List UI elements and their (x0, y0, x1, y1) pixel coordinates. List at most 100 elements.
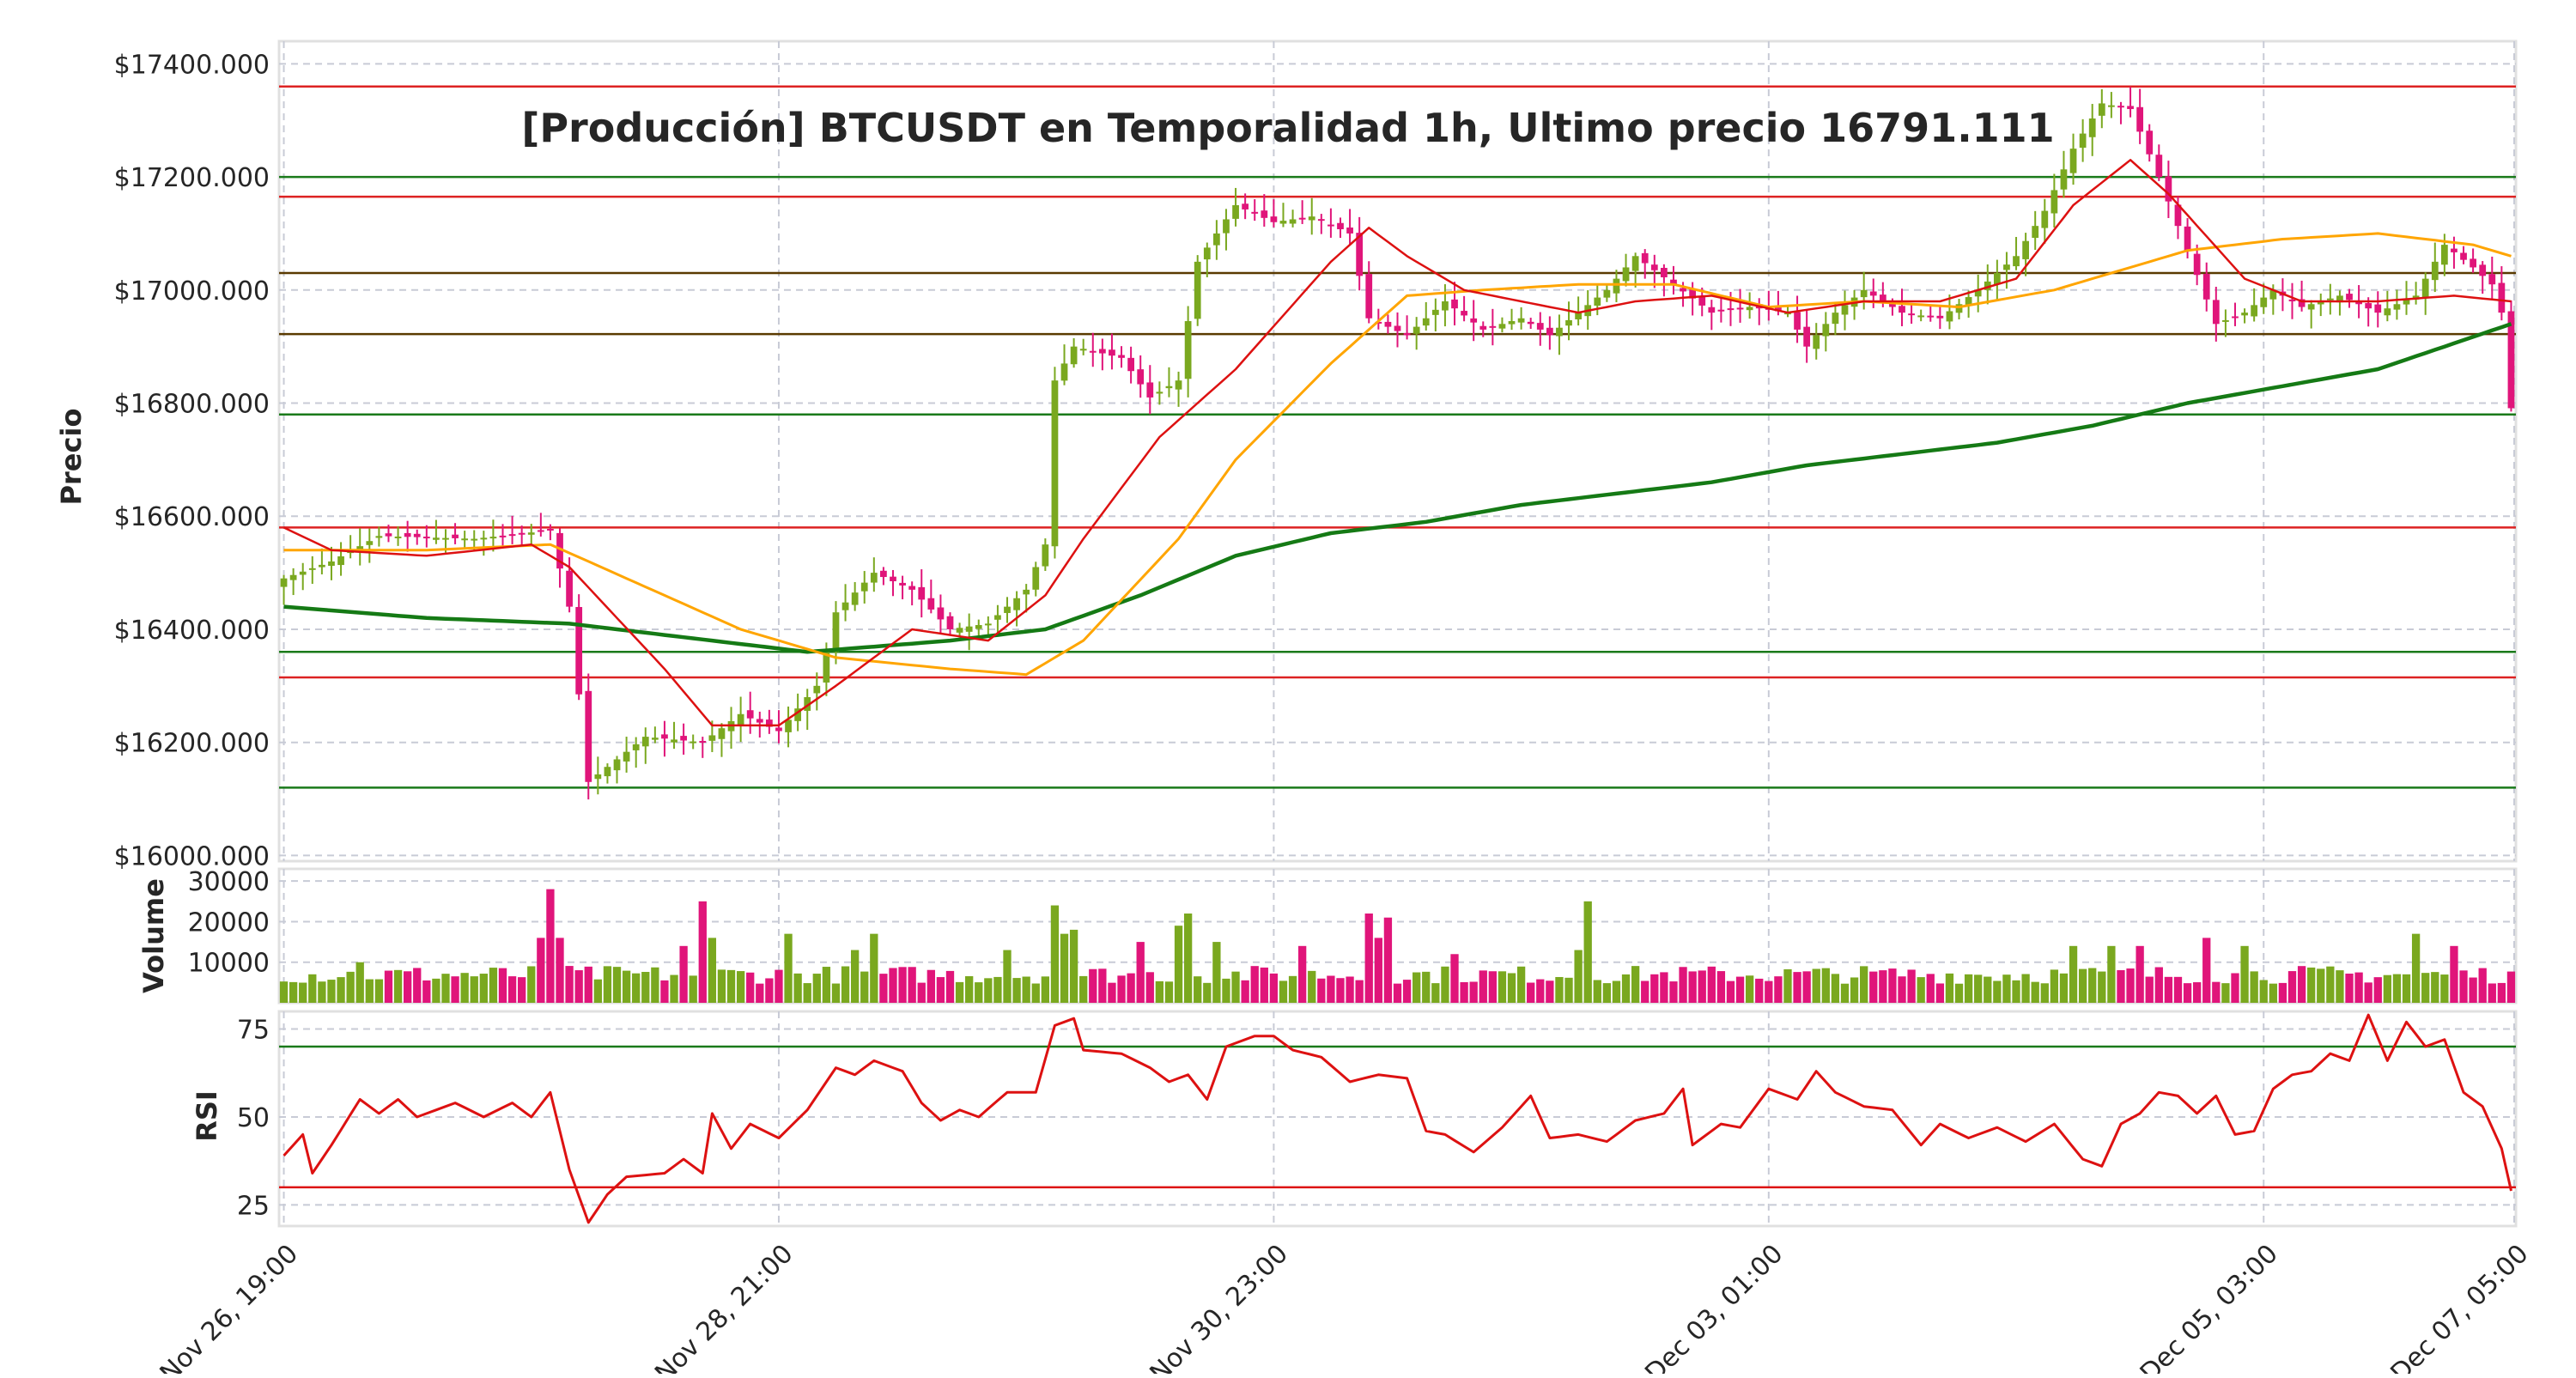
volume-bar (1935, 983, 1945, 1003)
volume-bar (1393, 983, 1402, 1003)
candle-body (1156, 392, 1163, 394)
volume-bar (2317, 968, 2325, 1003)
volume-bar (603, 966, 612, 1003)
candle-body (2421, 278, 2429, 299)
candle-body (1403, 332, 1411, 336)
volume-bar (1336, 978, 1345, 1003)
candle-body (1879, 294, 1886, 301)
volume-bar (1650, 974, 1659, 1003)
volume-bar (2221, 983, 2230, 1003)
candle-body (994, 615, 1001, 620)
candle-body (1908, 313, 1915, 316)
candle-body (1013, 598, 1020, 610)
volume-bar (1774, 976, 1783, 1003)
volume-bar (346, 971, 355, 1003)
volume-bar (1460, 981, 1468, 1003)
candle-body (1279, 221, 1287, 224)
candle-body (2317, 300, 2324, 305)
candle-body (508, 534, 516, 537)
volume-bar (1631, 966, 1640, 1003)
candle-body (1689, 289, 1697, 299)
ema-fast-line (283, 159, 2512, 727)
volume-bar (736, 971, 745, 1003)
volume-bar (860, 971, 869, 1003)
volume-bar (355, 962, 364, 1003)
y-tick-label: 20000 (188, 908, 270, 938)
volume-bar (2192, 982, 2202, 1003)
volume-bar (422, 980, 431, 1003)
candle-body (375, 536, 383, 538)
volume-bar (936, 977, 945, 1003)
candle-body (1736, 307, 1744, 310)
volume-bar (698, 901, 707, 1003)
y-tick-label: 10000 (188, 949, 270, 979)
candle-body (1232, 205, 1239, 219)
candle-body (556, 532, 563, 569)
candle-body (756, 719, 763, 723)
volume-bar (1612, 980, 1621, 1003)
candle-body (718, 728, 726, 739)
candle-body (937, 607, 945, 620)
y-tick-label: 50 (237, 1103, 270, 1133)
candle-body (2507, 311, 2515, 409)
candle-body (1242, 203, 1249, 209)
volume-bar (784, 933, 793, 1003)
volume-bar (413, 968, 422, 1003)
candle-body (680, 736, 687, 741)
candle-body (813, 685, 821, 694)
volume-bar (2336, 970, 2344, 1003)
candle-body (2403, 300, 2410, 305)
candle-body (2488, 274, 2496, 285)
candle-body (1661, 268, 1668, 277)
volume-bar (1593, 980, 1601, 1003)
y-tick-label: 25 (237, 1191, 270, 1221)
volume-bar (1516, 966, 1526, 1003)
candle-body (1365, 274, 1373, 319)
candle-body (461, 538, 469, 541)
volume-bar (1641, 980, 1649, 1003)
price-axis-title: Precio (55, 409, 88, 506)
candle-body (385, 533, 392, 537)
candle-body (699, 740, 707, 743)
candle-body (899, 582, 906, 586)
candle-body (394, 536, 402, 538)
volume-bar (1498, 971, 1507, 1003)
volume-bar (1755, 978, 1764, 1003)
volume-bar (1602, 983, 1612, 1003)
volume-bar (984, 978, 993, 1003)
candle-body (785, 719, 792, 732)
volume-bar (337, 977, 345, 1003)
candle-body (1270, 216, 1278, 222)
volume-bar (2098, 971, 2106, 1003)
candle-body (671, 739, 677, 743)
y-tick-label: $16000.000 (114, 841, 270, 871)
candle-body (1261, 210, 1268, 218)
candle-body (1089, 350, 1097, 353)
candle-body (823, 649, 830, 683)
candle-body (1746, 307, 1753, 311)
candle-body (1308, 216, 1315, 221)
candle-body (870, 573, 878, 583)
candle-body (766, 719, 773, 727)
volume-bar (460, 973, 469, 1003)
volume-bar (1860, 966, 1868, 1003)
volume-bar (1222, 978, 1230, 1003)
volume-bar (1488, 971, 1498, 1003)
volume-bar (1183, 914, 1193, 1003)
volume-bar (1212, 942, 1221, 1003)
volume-bar (1402, 980, 1412, 1003)
volume-bar (2202, 938, 2211, 1003)
volume-bar (670, 974, 678, 1003)
candle-body (480, 537, 488, 540)
candle-body (489, 537, 497, 539)
candle-body (1213, 233, 1220, 246)
candle-body (1498, 324, 1506, 329)
y-tick-label: $16400.000 (114, 616, 270, 646)
candle-body (1317, 219, 1325, 222)
candle-body (1337, 222, 1344, 229)
candle-body (2136, 106, 2144, 132)
candle-body (1631, 256, 1639, 271)
volume-bar (1974, 974, 1983, 1003)
candle-body (946, 616, 954, 629)
candle-body (471, 538, 478, 541)
